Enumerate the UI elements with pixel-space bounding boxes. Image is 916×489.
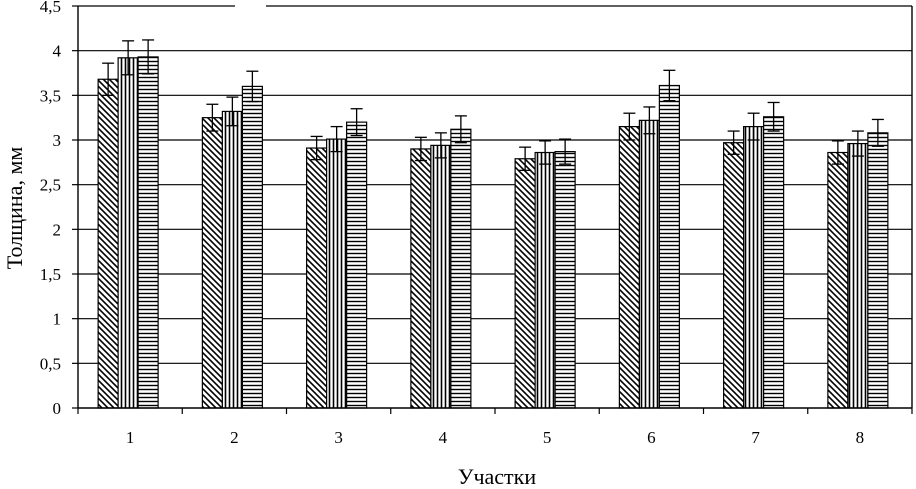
y-tick-label: 1 (53, 310, 62, 329)
bar (554, 151, 576, 409)
x-tick-label: 1 (126, 428, 135, 447)
y-tick-label: 0,5 (40, 354, 61, 373)
bar (743, 125, 765, 409)
x-tick-label: 6 (647, 428, 656, 447)
y-tick-label: 3,5 (40, 86, 61, 105)
bar (827, 151, 849, 409)
bar (346, 121, 368, 409)
y-tick-label: 2 (53, 220, 62, 239)
bar (618, 125, 640, 409)
x-tick-label: 8 (856, 428, 865, 447)
axes: 1 2 3 4 5 6 7 8 0 0,5 1 1,5 2 2,5 3 3,5 4 4,5 (40, 0, 913, 447)
bar (638, 119, 660, 409)
bar (117, 57, 139, 409)
bar (326, 138, 348, 409)
bar (306, 147, 328, 409)
bar (137, 56, 159, 409)
bar (867, 132, 889, 409)
x-tick-label: 7 (751, 428, 760, 447)
bar (221, 110, 243, 409)
bar (658, 84, 680, 409)
bar (847, 142, 869, 409)
bar (201, 117, 223, 409)
y-tick-label: 2,5 (40, 176, 61, 195)
y-tick-label: 1,5 (40, 265, 61, 284)
bar (763, 116, 785, 409)
bar (723, 142, 745, 409)
x-tick-label: 3 (334, 428, 343, 447)
y-axis-label: Толщина, мм (2, 147, 27, 270)
x-tick-label: 4 (439, 428, 448, 447)
x-tick-label: 2 (230, 428, 239, 447)
x-tick-label: 5 (543, 428, 552, 447)
bar (410, 148, 432, 409)
bars (97, 39, 889, 409)
bar (241, 85, 263, 409)
y-tick-label: 3 (53, 131, 62, 150)
bar (534, 151, 556, 409)
y-tick-label: 0 (53, 399, 62, 418)
bar (514, 158, 536, 409)
y-tick-label: 4,5 (40, 0, 61, 16)
bar (430, 144, 452, 409)
y-tick-label: 4 (53, 42, 62, 61)
bar (450, 128, 472, 409)
bar (97, 78, 119, 409)
x-axis-label: Участки (458, 464, 536, 489)
